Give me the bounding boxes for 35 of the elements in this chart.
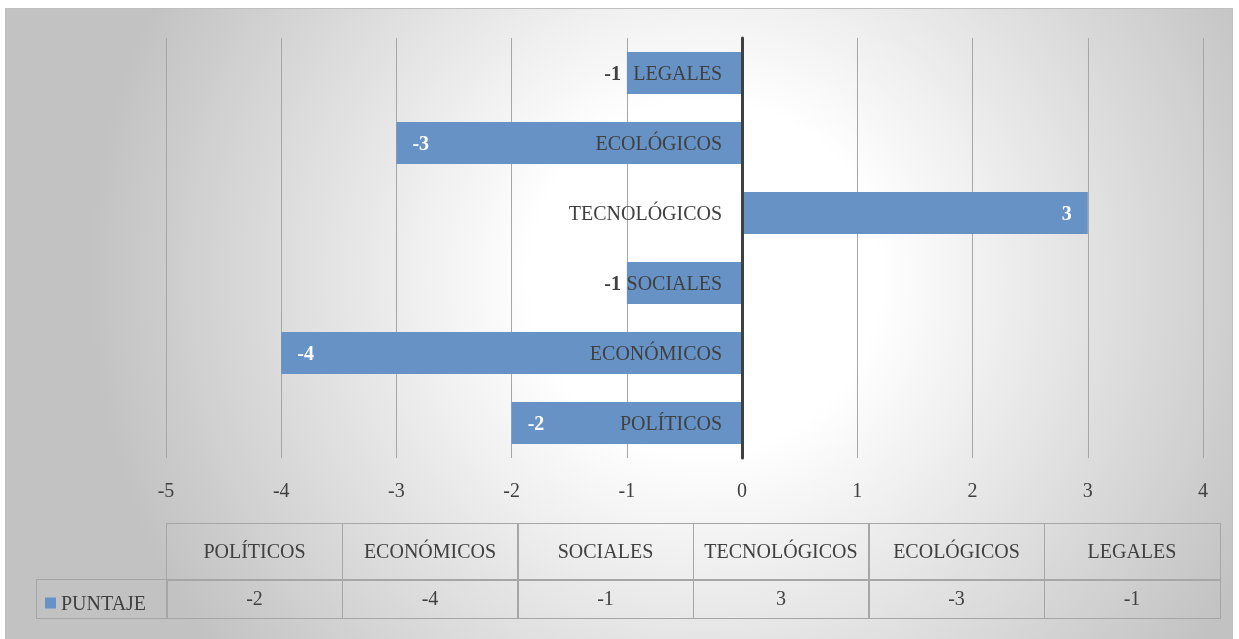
category-label: SOCIALES bbox=[557, 540, 654, 563]
legend-label: PUNTAJE bbox=[61, 592, 147, 614]
category-label: TECNOLÓGICOS bbox=[704, 540, 858, 563]
y-tick-label: ECOLÓGICOS bbox=[595, 131, 723, 154]
text: 3 bbox=[776, 587, 786, 610]
y-tick-label: POLÍTICOS bbox=[619, 412, 723, 434]
category-label: LEGALES bbox=[1087, 540, 1177, 563]
x-tick-label: -4 bbox=[272, 479, 290, 501]
category-label: ECOLÓGICOS bbox=[893, 540, 1020, 563]
text: -4 bbox=[421, 587, 439, 610]
data-label: -1 bbox=[604, 62, 621, 84]
y-tick-label: SOCIALES bbox=[626, 272, 723, 294]
category-label: POLÍTICOS bbox=[203, 540, 306, 563]
text: -3 bbox=[948, 587, 965, 610]
x-tick-label: 3 bbox=[1082, 479, 1093, 501]
text: -2 bbox=[246, 587, 263, 610]
x-tick-label: 4 bbox=[1198, 479, 1208, 501]
data-label: -2 bbox=[527, 412, 545, 434]
x-tick-label: 2 bbox=[967, 479, 978, 501]
text: -1 bbox=[597, 587, 614, 610]
x-tick-label: -5 bbox=[157, 479, 175, 501]
y-tick-label: LEGALES bbox=[633, 62, 723, 84]
data-label: -1 bbox=[604, 272, 621, 294]
x-tick-label: 0 bbox=[737, 479, 748, 501]
data-label: 3 bbox=[1061, 202, 1072, 224]
x-tick-label: -2 bbox=[503, 479, 520, 501]
x-tick-label: 1 bbox=[852, 479, 863, 501]
y-tick-label: ECONÓMICOS bbox=[589, 341, 723, 364]
data-label: -3 bbox=[412, 132, 430, 154]
x-tick-label: -1 bbox=[618, 479, 636, 501]
category-label: ECONÓMICOS bbox=[363, 540, 497, 563]
y-tick-label: TECNOLÓGICOS bbox=[568, 201, 723, 224]
text: -1 bbox=[1123, 587, 1141, 610]
data-label: -4 bbox=[297, 342, 314, 364]
x-tick-label: -3 bbox=[388, 479, 405, 501]
